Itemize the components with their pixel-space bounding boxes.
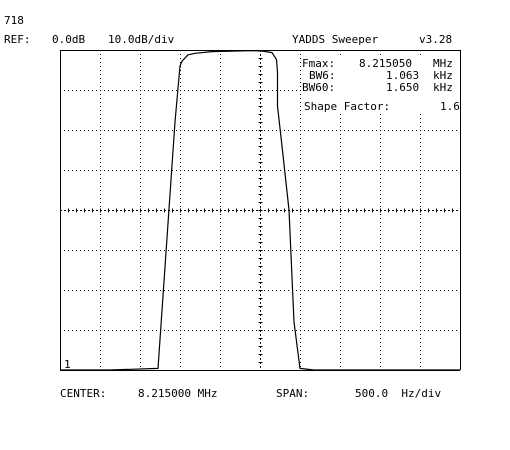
bw6-value: 1.063 xyxy=(386,69,420,82)
center-frequency-value: 8.215000 MHz xyxy=(138,387,218,400)
trace-number: 1 xyxy=(64,358,71,371)
vertical-scale-value: 10.0dB/div xyxy=(108,33,175,46)
fmax-value: 8.215050 xyxy=(359,57,412,70)
app-title: YADDS Sweeper xyxy=(292,33,379,46)
ref-level-value: 0.0dB xyxy=(52,33,86,46)
bw6-label: BW6: xyxy=(309,69,336,82)
center-label: CENTER: xyxy=(60,387,107,400)
span-value: 500.0 Hz/div xyxy=(355,387,442,400)
bw60-unit: kHz xyxy=(433,81,453,94)
shape-factor-label: Shape Factor: xyxy=(304,100,391,113)
bw60-label: BW60: xyxy=(302,81,336,94)
bw6-unit: kHz xyxy=(433,69,453,82)
measurement-panel xyxy=(301,57,459,113)
screen-id: 718 xyxy=(4,14,24,27)
fmax-unit: MHz xyxy=(433,57,453,70)
app-version: v3.28 xyxy=(419,33,453,46)
ref-label: REF: xyxy=(4,33,31,46)
span-label: SPAN: xyxy=(276,387,310,400)
plot-grid xyxy=(60,50,461,371)
bw60-value: 1.650 xyxy=(386,81,420,94)
shape-factor-value: 1.6 xyxy=(440,100,460,113)
fmax-label: Fmax: xyxy=(302,57,336,70)
response-trace xyxy=(60,49,460,371)
